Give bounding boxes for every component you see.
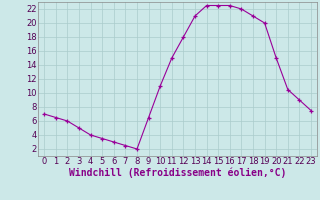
X-axis label: Windchill (Refroidissement éolien,°C): Windchill (Refroidissement éolien,°C) <box>69 168 286 178</box>
